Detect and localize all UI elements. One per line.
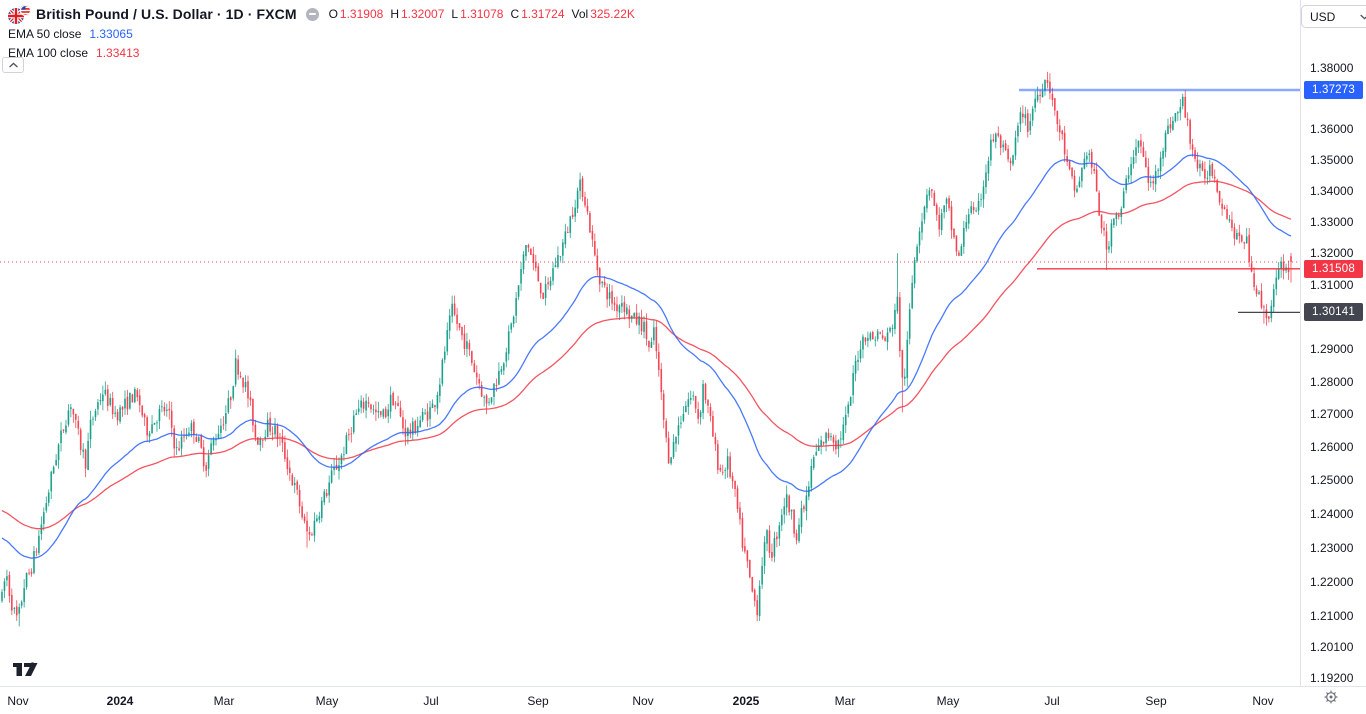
price-badge: 1.31508 (1304, 260, 1363, 278)
volume-label: Vol (571, 7, 589, 21)
price-axis-label: 1.24000 (1310, 507, 1354, 521)
price-axis-label: 1.34000 (1310, 184, 1354, 198)
low-value: 1.31078 (460, 7, 504, 21)
chevron-down-icon (1360, 14, 1366, 19)
open-label: O (328, 7, 338, 21)
price-axis-label: 1.23000 (1310, 541, 1354, 555)
currency-pair-flag-icon (8, 4, 32, 24)
market-status-icon[interactable] (305, 7, 319, 21)
chart-legend: British Pound / U.S. Dollar · 1D · FXCM … (8, 4, 635, 62)
price-axis-label: 1.25000 (1310, 473, 1354, 487)
time-axis-month-label: Nov (7, 694, 29, 708)
low-label: L (451, 7, 459, 21)
time-axis-month-label: May (936, 694, 960, 708)
volume-value: 325.22K (590, 7, 635, 21)
price-axis-label: 1.20100 (1310, 640, 1354, 654)
time-axis-month-label: Nov (632, 694, 654, 708)
price-axis-label: 1.21000 (1310, 609, 1354, 623)
close-label: C (510, 7, 520, 21)
collapse-indicators-button[interactable] (2, 57, 24, 73)
time-axis-year-label: 2025 (732, 694, 760, 708)
axis-settings-gear-icon[interactable] (1324, 690, 1338, 704)
chevron-up-icon (8, 62, 18, 68)
ema100-value: 1.33413 (96, 46, 140, 60)
candle-wicks (1, 71, 1292, 627)
close-value: 1.31724 (521, 7, 565, 21)
candle-bodies (1, 80, 1292, 616)
currency-selected: USD (1310, 9, 1336, 24)
price-axis[interactable]: 1.38000 1.36000 1.35000 1.34000 1.33000 1.320… (1300, 0, 1366, 714)
tradingview-logo[interactable] (13, 659, 39, 679)
ema100-legend-row[interactable]: EMA 100 close 1.33413 (8, 44, 635, 62)
price-chart[interactable]: British Pound / U.S. Dollar · 1D · FXCM … (0, 0, 1300, 686)
time-axis-month-label: Mar (834, 694, 856, 708)
high-label: H (390, 7, 399, 21)
price-axis-label: 1.22000 (1310, 575, 1354, 589)
open-value: 1.31908 (339, 7, 384, 21)
ema50-value: 1.33065 (89, 27, 133, 41)
price-axis-label: 1.33000 (1310, 215, 1354, 229)
high-value: 1.32007 (400, 7, 445, 21)
price-axis-label: 1.28000 (1310, 375, 1354, 389)
time-axis-month-label: Nov (1252, 694, 1274, 708)
time-axis-month-label: Jul (423, 694, 439, 708)
symbol-header[interactable]: British Pound / U.S. Dollar · 1D · FXCM … (8, 4, 635, 24)
symbol-title[interactable]: British Pound / U.S. Dollar · 1D · FXCM (36, 6, 297, 22)
price-badge: 1.37273 (1304, 81, 1363, 99)
price-axis-label: 1.35000 (1310, 153, 1354, 167)
ema100-line[interactable] (1, 180, 1292, 530)
price-axis-label: 1.36000 (1310, 122, 1354, 136)
price-axis-label: 1.38000 (1310, 61, 1354, 75)
currency-selector[interactable]: USD (1301, 5, 1366, 28)
ema100-label: EMA 100 close (8, 46, 89, 60)
price-axis-label: 1.19200 (1310, 671, 1354, 685)
ema50-legend-row[interactable]: EMA 50 close 1.33065 (8, 25, 635, 43)
ema50-line[interactable] (1, 154, 1292, 559)
candlestick-chart[interactable] (0, 0, 1300, 686)
price-axis-label: 1.32000 (1310, 246, 1354, 260)
price-badge: 1.30141 (1304, 303, 1363, 321)
time-axis-month-label: Mar (213, 694, 235, 708)
ohlc-values: O 1.31908 H 1.32007 L 1.31078 C 1.31724 Vol 3… (329, 7, 635, 21)
time-axis-year-label: 2024 (106, 694, 134, 708)
ema50-label: EMA 50 close (8, 27, 82, 41)
time-axis-month-label: May (315, 694, 339, 708)
price-axis-label: 1.27000 (1310, 407, 1354, 421)
time-axis[interactable]: Nov 2024 Mar May Jul Sep Nov 2025 Mar May Jul Sep No… (0, 686, 1366, 714)
time-axis-month-label: Jul (1044, 694, 1060, 708)
time-axis-month-label: Sep (527, 694, 549, 708)
price-axis-label: 1.29000 (1310, 342, 1354, 356)
time-axis-month-label: Sep (1145, 694, 1167, 708)
price-axis-label: 1.31000 (1310, 278, 1354, 292)
price-axis-label: 1.26000 (1310, 440, 1354, 454)
